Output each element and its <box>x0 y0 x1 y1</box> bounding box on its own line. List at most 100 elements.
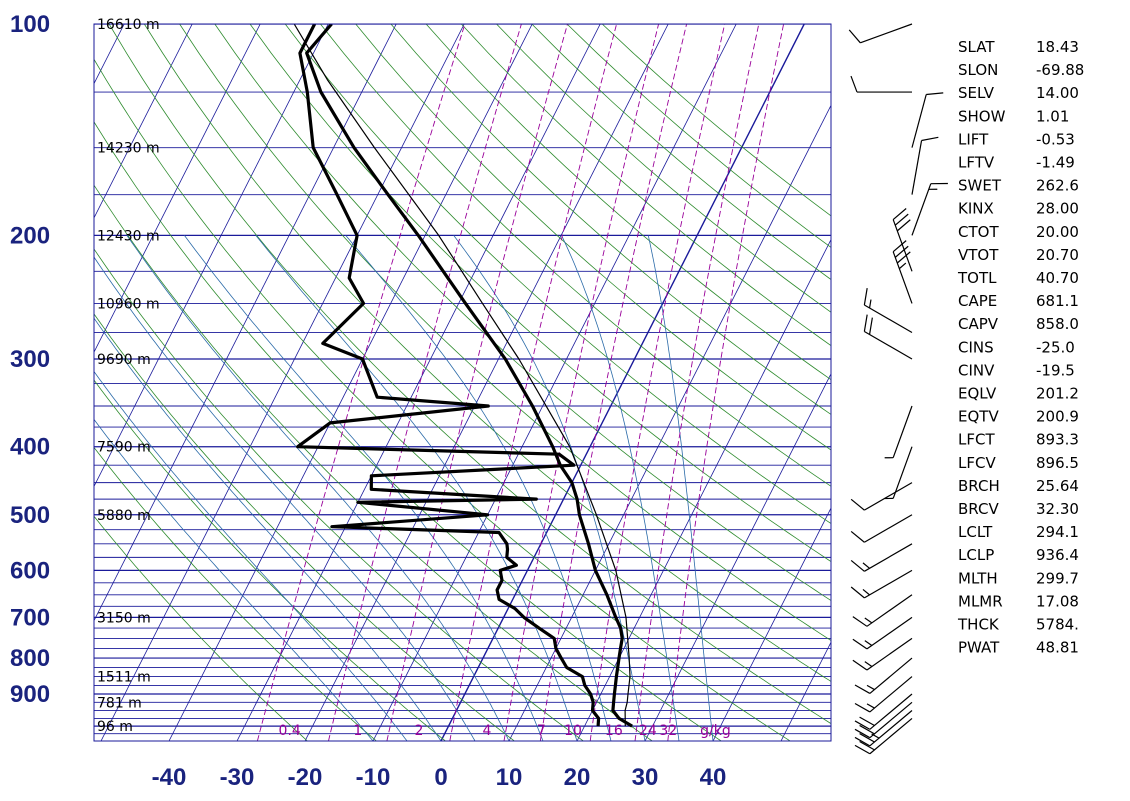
isotherm-line <box>100 24 465 741</box>
stat-value: 896.5 <box>1036 454 1079 472</box>
moist-adiabat <box>94 418 374 741</box>
dry-adiabat <box>143 24 831 682</box>
isotherm-line <box>644 372 831 741</box>
wind-barb <box>854 717 913 755</box>
stat-name: MLTH <box>958 569 998 587</box>
temperature-tick-label: -20 <box>288 764 323 791</box>
height-label: 12430 m <box>97 228 160 244</box>
mixing-ratio-line <box>589 24 726 741</box>
stat-name: LIFT <box>958 130 989 148</box>
dry-adiabat <box>108 24 831 725</box>
stat-name: CINV <box>958 361 995 379</box>
dry-adiabat <box>94 121 722 741</box>
mixing-ratio-label: 16 <box>605 723 623 739</box>
sounding-profiles <box>293 24 633 728</box>
stat-name: CAPE <box>958 292 997 310</box>
isotherm-line <box>94 24 397 622</box>
moist-adiabat <box>126 235 510 741</box>
stat-name: PWAT <box>958 639 1000 657</box>
dry-adiabat <box>94 184 653 741</box>
wind-barb <box>848 23 913 44</box>
temperature-tick-label: 30 <box>632 764 659 791</box>
wind-barb <box>854 701 913 739</box>
stat-name: TOTL <box>957 269 997 287</box>
moist-adiabat <box>345 235 612 741</box>
stat-value: 5784. <box>1036 616 1079 634</box>
mixing-ratio-line <box>667 24 785 741</box>
wind-barb <box>852 637 913 671</box>
wind-barb <box>911 136 939 195</box>
dry-adiabat <box>94 515 308 741</box>
wind-barb <box>852 594 913 627</box>
stat-value: 294.1 <box>1036 523 1079 541</box>
height-label: 10960 m <box>97 296 160 312</box>
stat-name: SHOW <box>958 107 1006 125</box>
height-label: 16610 m <box>97 17 160 33</box>
mixing-ratio-label: 2 <box>415 723 424 739</box>
stat-value: 936.4 <box>1036 546 1079 564</box>
temperature-tick-label: -30 <box>220 764 255 791</box>
stat-value: -25.0 <box>1036 338 1075 356</box>
pressure-tick-label: 500 <box>10 502 50 529</box>
mixing-ratio-label: 32 <box>659 723 677 739</box>
stat-value: 20.00 <box>1036 223 1079 241</box>
stat-value: 1.01 <box>1036 107 1069 125</box>
dewpoint-profile <box>296 24 601 727</box>
mixing-ratio-label: 0.4 <box>279 723 301 739</box>
isotherm-line <box>304 24 669 741</box>
temperature-tick-label: -10 <box>356 764 391 791</box>
wind-barb <box>863 288 913 333</box>
dry-adiabat <box>425 24 831 381</box>
stat-name: LCLT <box>958 523 993 541</box>
stat-value: 681.1 <box>1036 292 1079 310</box>
height-label: 3150 m <box>97 610 151 626</box>
dry-adiabat <box>249 24 831 563</box>
height-label: 9690 m <box>97 352 151 368</box>
mixing-ratio-line <box>386 24 568 741</box>
dry-adiabat <box>94 58 791 741</box>
wind-barb <box>850 543 913 572</box>
wind-barb <box>884 405 913 459</box>
moist-adiabat <box>453 235 646 741</box>
moist-adiabat <box>647 235 714 741</box>
stat-value: 299.7 <box>1036 569 1079 587</box>
stat-value: -0.53 <box>1036 130 1075 148</box>
isotherm-line <box>508 104 831 741</box>
mixing-ratio-line <box>449 24 618 741</box>
wind-barb <box>850 569 913 599</box>
dry-adiabat <box>214 24 831 601</box>
parcel-profile <box>293 24 631 727</box>
stat-name: SLON <box>958 61 998 79</box>
height-label: 14230 m <box>97 141 160 157</box>
isotherm-line <box>94 24 193 219</box>
moist-adiabat <box>94 370 408 741</box>
pressure-tick-label: 100 <box>10 11 50 38</box>
isotherm-line <box>440 24 805 741</box>
moist-adiabat <box>184 235 544 741</box>
temperature-tick-label: 10 <box>496 764 523 791</box>
height-label: 781 m <box>97 695 142 711</box>
stat-name: CAPV <box>958 315 999 333</box>
wind-barb <box>854 710 913 747</box>
isotherm-line <box>576 238 831 741</box>
wind-barb <box>854 676 913 713</box>
wind-barb <box>863 314 913 360</box>
mixing-ratio-label: 4 <box>483 723 492 739</box>
stat-name: LCLP <box>958 546 994 564</box>
stat-name: SLAT <box>958 38 995 56</box>
temperature-tick-label: 0 <box>434 764 447 791</box>
dry-adiabat <box>179 24 831 641</box>
pressure-tick-label: 900 <box>10 681 50 708</box>
wind-barbs <box>848 23 948 755</box>
stat-name: EQTV <box>958 408 999 426</box>
stat-value: -1.49 <box>1036 154 1075 172</box>
isotherm-line <box>94 24 261 354</box>
stat-name: EQLV <box>958 385 997 403</box>
pressure-tick-label: 400 <box>10 434 50 461</box>
stability-indices: SLAT 18.43 SLON -69.88 SELV 14.00 SHOW 1.01 LIFT… <box>957 38 1084 657</box>
stat-value: 14.00 <box>1036 84 1079 102</box>
height-label: 1511 m <box>97 670 151 686</box>
dry-adiabat <box>320 24 831 487</box>
mixing-ratio-label: g/kg <box>700 723 731 739</box>
